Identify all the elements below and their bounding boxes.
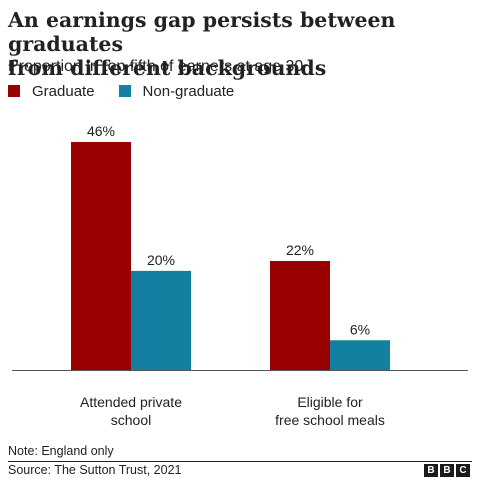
footnote: Note: England only: [8, 444, 114, 458]
category-label-0-line-2: school: [111, 412, 151, 428]
bar-graduate-0: [71, 142, 131, 370]
source-credit: Source: The Sutton Trust, 2021: [8, 463, 182, 477]
data-label-non-graduate-1: 6%: [350, 321, 370, 337]
bbc-logo-letter-3: C: [456, 464, 470, 477]
bbc-logo-letter-1: B: [424, 464, 438, 477]
category-label-1-line-1: Eligible for: [297, 394, 363, 410]
legend-item-non-graduate: Non-graduate: [118, 82, 235, 100]
category-label-1-line-2: free school meals: [275, 412, 385, 428]
legend-label-non-graduate: Non-graduate: [142, 82, 235, 100]
bar-non-graduate-0: [131, 270, 191, 370]
chart-title-line-1: An earnings gap persists between graduat…: [8, 8, 396, 56]
bar-graduate-1: [270, 260, 330, 370]
legend-label-graduate: Graduate: [32, 82, 95, 100]
data-label-graduate-0: 46%: [87, 123, 115, 139]
chart-title: An earnings gap persists between graduat…: [8, 8, 474, 80]
chart-subtitle: Proportion in top fifth of earners at ag…: [8, 58, 304, 75]
bar-chart: 46% 20% Attended private school 22% 6% Eligibl…: [12, 123, 468, 428]
data-label-graduate-1: 22%: [286, 242, 314, 258]
legend-swatch-non-graduate: [118, 85, 131, 97]
legend-item-graduate: Graduate: [8, 83, 95, 100]
legend-swatch-graduate: [8, 85, 20, 97]
bbc-logo-letter-2: B: [440, 464, 454, 477]
bar-non-graduate-1: [330, 340, 390, 370]
chart-title-line-2: from different backgrounds: [8, 56, 327, 80]
category-label-0-line-1: Attended private: [80, 394, 182, 410]
data-label-non-graduate-0: 20%: [147, 252, 175, 268]
footer-divider: [8, 461, 472, 462]
legend: Graduate Non-graduate: [8, 82, 258, 100]
bbc-logo: B B C: [422, 464, 470, 477]
